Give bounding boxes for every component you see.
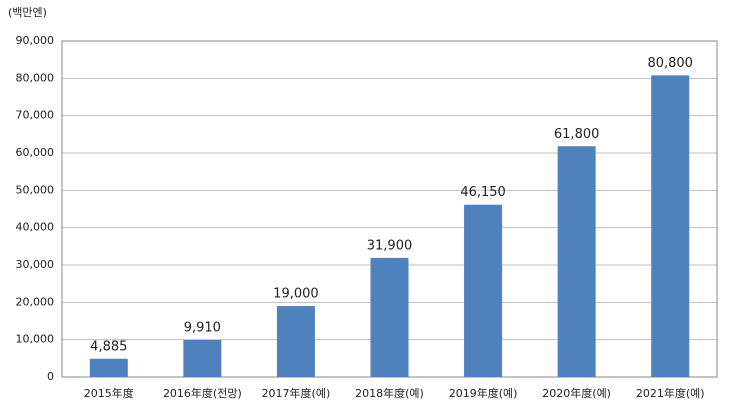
y-tick-label: 90,000 — [16, 34, 55, 47]
bar — [276, 306, 315, 377]
y-tick-label: 20,000 — [16, 295, 55, 308]
value-label: 9,910 — [184, 321, 221, 336]
value-label: 4,885 — [90, 339, 127, 354]
x-tick-label: 2019年度(예) — [449, 386, 518, 400]
x-tick-label: 2018年度(예) — [355, 386, 424, 400]
y-tick-label: 60,000 — [16, 146, 55, 159]
bar — [557, 146, 596, 377]
value-label: 80,800 — [647, 56, 693, 71]
x-tick-label: 2020年度(예) — [542, 386, 611, 400]
bar — [464, 204, 503, 377]
value-label: 19,000 — [273, 287, 319, 302]
x-tick-label: 2021年度(예) — [636, 386, 705, 400]
unit-label: (백만엔) — [8, 6, 47, 19]
y-tick-label: 40,000 — [16, 221, 55, 234]
x-tick-label: 2016年度(전망) — [163, 386, 242, 400]
y-tick-label: 30,000 — [16, 258, 55, 271]
y-tick-label: 70,000 — [16, 109, 55, 122]
bar — [183, 340, 222, 377]
bar — [651, 75, 690, 377]
x-tick-label: 2015年度 — [84, 386, 134, 400]
y-tick-label: 10,000 — [16, 333, 55, 346]
y-tick-label: 80,000 — [16, 71, 55, 84]
y-tick-label: 0 — [47, 370, 54, 383]
value-label: 31,900 — [367, 238, 413, 253]
value-label: 46,150 — [460, 185, 506, 200]
x-tick-label: 2017年度(예) — [262, 386, 331, 400]
value-label: 61,800 — [554, 127, 600, 142]
y-tick-label: 50,000 — [16, 183, 55, 196]
bar — [370, 257, 409, 377]
bar — [89, 358, 128, 377]
